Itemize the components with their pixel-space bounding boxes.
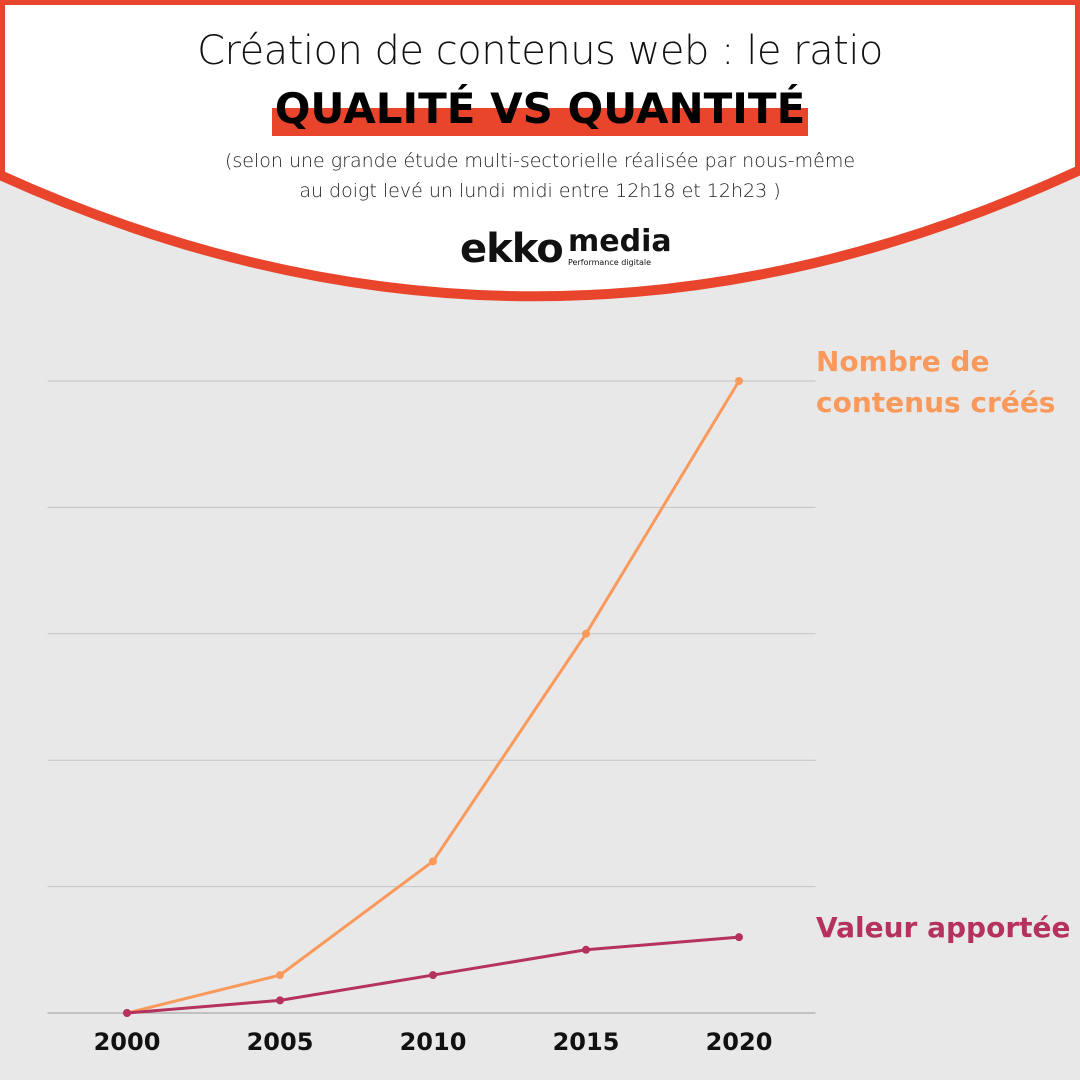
logo-tagline: Performance digitale (568, 258, 652, 267)
highlight-bar (272, 108, 808, 136)
line (126, 380, 741, 1015)
logo-brand: media (568, 224, 672, 259)
x-tick-label: 2010 (399, 1028, 467, 1056)
highlight: QUALITÉ VS QUANTITÉ (274, 84, 806, 133)
point (123, 1009, 131, 1017)
logo-name: ekko (460, 226, 564, 272)
x-tick-label: 2020 (705, 1028, 773, 1056)
point (735, 377, 743, 385)
header-band (0, 0, 1080, 302)
x-tick-label: 2000 (93, 1028, 161, 1056)
point (276, 996, 284, 1005)
legend-label: Valeur apportée (816, 911, 1071, 945)
x-tick-label: 2005 (246, 1028, 314, 1056)
x-tick-label: 2015 (552, 1028, 620, 1056)
title: Création de contenus web : le ratio (197, 28, 883, 74)
point (735, 933, 743, 942)
point (429, 971, 437, 980)
subtitle: au doigt levé un lundi midi entre 12h18 … (299, 180, 781, 202)
subtitle: (selon une grande étude multi-sectoriell… (224, 150, 856, 172)
point (582, 945, 590, 954)
legend-label: Nombre de contenus créés (816, 345, 1056, 419)
point (429, 857, 437, 866)
point (276, 971, 284, 980)
point (582, 629, 590, 638)
